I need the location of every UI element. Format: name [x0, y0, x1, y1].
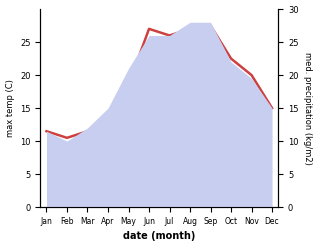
Y-axis label: max temp (C): max temp (C)	[5, 79, 15, 137]
Y-axis label: med. precipitation (kg/m2): med. precipitation (kg/m2)	[303, 52, 313, 165]
X-axis label: date (month): date (month)	[123, 231, 196, 242]
